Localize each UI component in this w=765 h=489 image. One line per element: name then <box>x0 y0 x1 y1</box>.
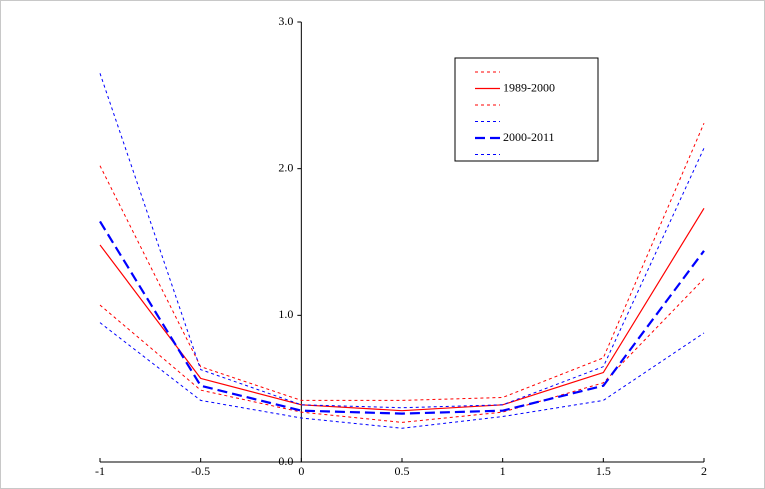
series-line <box>99 322 705 429</box>
legend-label: 1989-2000 <box>503 80 555 94</box>
x-tick-label: 0 <box>298 464 304 478</box>
series-line <box>99 123 705 401</box>
x-tick-label: 2 <box>701 464 707 478</box>
x-tick-label: -0.5 <box>191 464 210 478</box>
x-tick-label: 1 <box>500 464 506 478</box>
series-line <box>99 278 705 423</box>
y-tick-label: 3.0 <box>278 14 293 28</box>
x-tick-label: 0.5 <box>395 464 410 478</box>
x-tick-label: -1 <box>95 464 105 478</box>
legend-box <box>454 57 599 162</box>
x-tick-label: 1.5 <box>596 464 611 478</box>
series-line <box>99 73 705 409</box>
y-tick-label: 0.0 <box>278 454 293 468</box>
legend-label: 2000-2011 <box>503 130 555 144</box>
y-tick-label: 1.0 <box>278 307 293 321</box>
series-line <box>99 207 705 412</box>
y-tick-label: 2.0 <box>278 160 293 174</box>
series-line <box>99 220 705 415</box>
